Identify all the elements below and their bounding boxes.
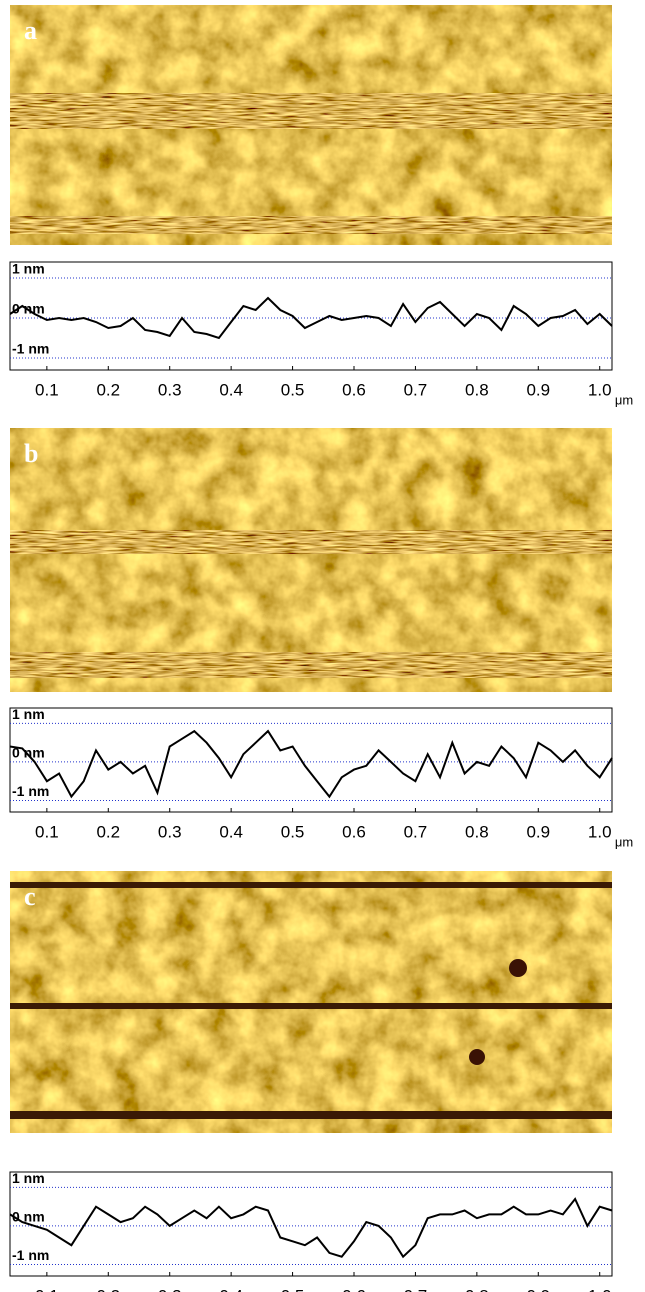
x-tick-label: 0.6	[342, 380, 366, 399]
x-tick-label: 0.1	[35, 822, 59, 841]
x-tick-label: 0.8	[465, 822, 489, 841]
y-tick-label: 1 nm	[12, 706, 45, 722]
x-tick-label: 0.6	[342, 822, 366, 841]
x-tick-label: 0.9	[526, 822, 550, 841]
afm-image-a	[10, 5, 612, 245]
x-tick-label: 0.5	[281, 1286, 305, 1292]
x-tick-label: 0.4	[219, 822, 243, 841]
x-tick-label: 0.4	[219, 1286, 243, 1292]
y-tick-label: -1 nm	[12, 1247, 49, 1263]
plot-frame	[9, 1171, 613, 1277]
x-tick-label: 1.0	[588, 822, 612, 841]
x-tick-label: 0.5	[281, 822, 305, 841]
afm-image-c	[10, 871, 612, 1133]
x-tick-label: 0.4	[219, 380, 243, 399]
x-tick-label: 0.1	[35, 1286, 59, 1292]
y-tick-label: -1 nm	[12, 341, 49, 357]
profile-line	[9, 296, 613, 340]
x-tick-label: 0.5	[281, 380, 305, 399]
panel-label: c	[24, 882, 36, 911]
y-tick-label: 1 nm	[12, 1170, 45, 1186]
x-tick-label: 0.7	[404, 1286, 428, 1292]
x-tick-label: 0.3	[158, 822, 182, 841]
y-tick-label: 1 nm	[12, 261, 45, 277]
x-tick-label: 0.7	[404, 822, 428, 841]
x-tick-label: 0.9	[526, 380, 550, 399]
plot-frame	[9, 261, 613, 371]
x-tick-label: 0.2	[96, 380, 120, 399]
plot-frame	[9, 707, 613, 813]
x-axis-label: μm	[615, 392, 633, 407]
x-tick-label: 0.2	[96, 822, 120, 841]
afm-image-b	[10, 428, 612, 692]
x-tick-label: 0.1	[35, 380, 59, 399]
profile-line	[9, 729, 613, 799]
panel-label: a	[24, 16, 37, 45]
x-tick-label: 1.0	[588, 380, 612, 399]
profile-line	[9, 1197, 613, 1259]
x-axis-label: μm	[615, 834, 633, 849]
x-tick-label: 0.8	[465, 380, 489, 399]
y-tick-label: 0 nm	[12, 1209, 45, 1225]
x-tick-label: 0.6	[342, 1286, 366, 1292]
panel-label: b	[24, 439, 38, 468]
x-tick-label: 0.3	[158, 380, 182, 399]
x-tick-label: 0.3	[158, 1286, 182, 1292]
y-tick-label: -1 nm	[12, 783, 49, 799]
x-tick-label: 0.8	[465, 1286, 489, 1292]
x-tick-label: 0.9	[526, 1286, 550, 1292]
x-tick-label: 1.0	[588, 1286, 612, 1292]
x-tick-label: 0.7	[404, 380, 428, 399]
y-tick-label: 0 nm	[12, 301, 45, 317]
x-tick-label: 0.2	[96, 1286, 120, 1292]
